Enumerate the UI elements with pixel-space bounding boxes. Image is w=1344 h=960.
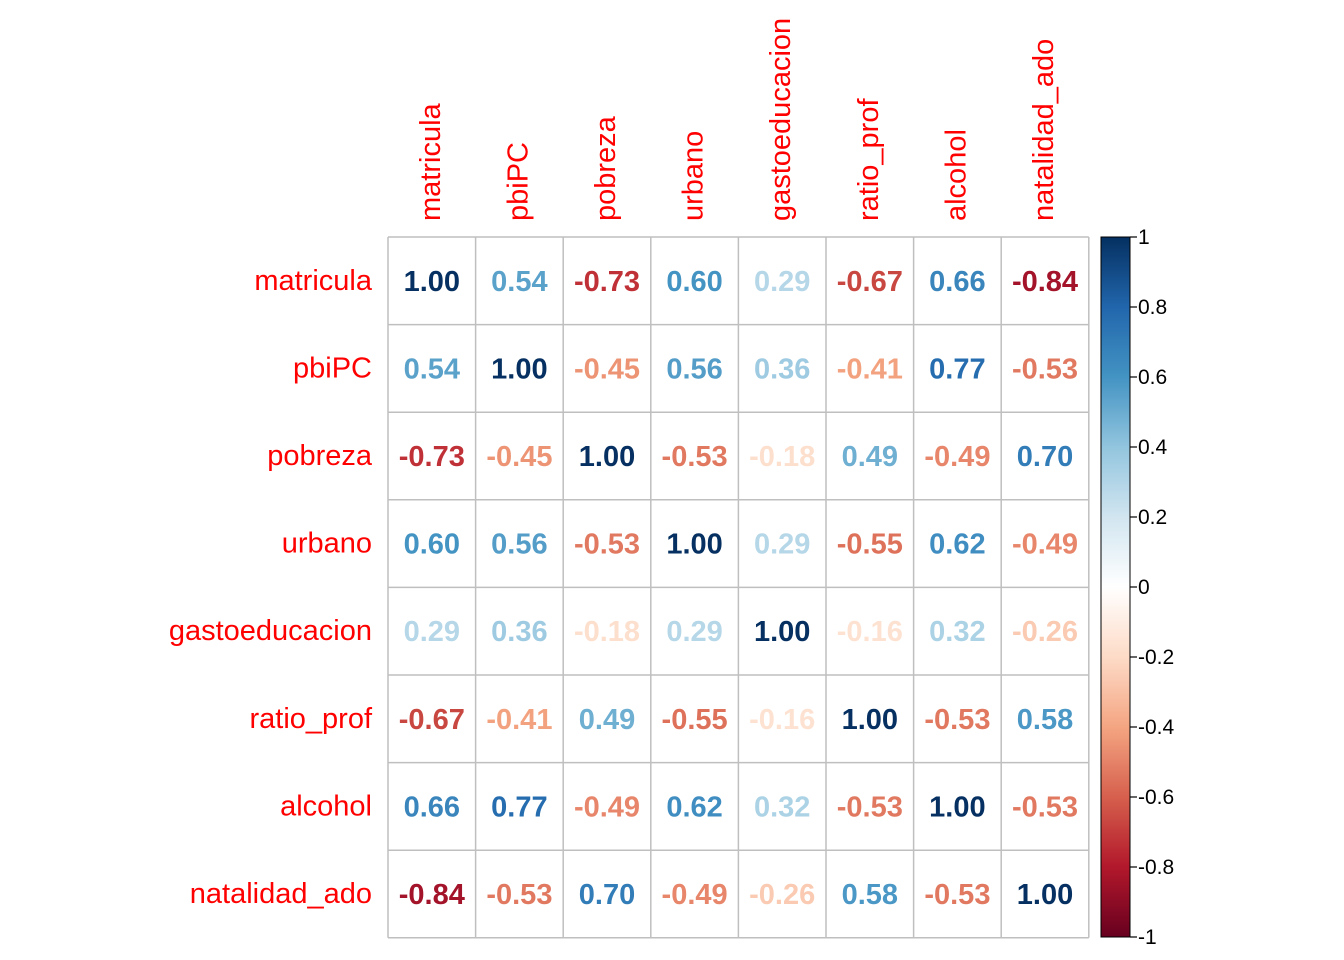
- cell-value: -0.53: [486, 879, 552, 911]
- colorbar-tick-label: -0.2: [1138, 646, 1174, 669]
- grid: [387, 236, 1090, 939]
- cell-value: 0.29: [754, 529, 810, 561]
- cell-value: 0.49: [842, 441, 898, 473]
- cell-value: 0.36: [491, 616, 547, 648]
- cell-value: -0.67: [837, 266, 903, 298]
- cell-value: 0.60: [666, 266, 722, 298]
- column-label: gastoeducacion: [765, 18, 797, 221]
- column-label: pobreza: [590, 115, 622, 221]
- cell-value: 0.58: [842, 879, 898, 911]
- colorbar-tick-label: -0.8: [1138, 856, 1174, 879]
- cell-value: 0.56: [491, 529, 547, 561]
- colorbar-gradient: [1100, 236, 1131, 938]
- cell-value: -0.49: [662, 879, 728, 911]
- colorbar-tick-label: 0: [1138, 576, 1150, 599]
- cell-value: -0.53: [574, 529, 640, 561]
- colorbar-tick-label: 0.4: [1138, 436, 1168, 459]
- row-label: urbano: [282, 528, 372, 560]
- cell-value: -0.53: [1012, 791, 1078, 823]
- row-label: alcohol: [280, 790, 372, 822]
- cell-value: -0.18: [749, 441, 815, 473]
- cell-value: 0.70: [1017, 441, 1073, 473]
- cell-value: -0.55: [662, 704, 728, 736]
- row-label: matricula: [254, 265, 373, 297]
- cell-value: 1.00: [666, 529, 722, 561]
- column-label: natalidad_ado: [1028, 39, 1060, 221]
- cell-value: -0.41: [486, 704, 552, 736]
- cell-value: 0.77: [491, 791, 547, 823]
- cell-value: 0.54: [404, 353, 460, 385]
- cell-value: 0.32: [754, 791, 810, 823]
- colorbar-tick-label: 0.8: [1138, 296, 1167, 319]
- cell-value: 0.54: [491, 266, 547, 298]
- cell-value: 0.49: [579, 704, 635, 736]
- cell-value: -0.73: [399, 441, 465, 473]
- cell-value: -0.84: [1012, 266, 1078, 298]
- cell-value: -0.55: [837, 529, 903, 561]
- cell-value: -0.67: [399, 704, 465, 736]
- cell-value: -0.49: [574, 791, 640, 823]
- cell-value: 0.32: [929, 616, 985, 648]
- cell-value: -0.18: [574, 616, 640, 648]
- cell-value: 0.29: [404, 616, 460, 648]
- cell-value: -0.53: [662, 441, 728, 473]
- column-label: urbano: [678, 131, 710, 221]
- row-labels: matricula pbiPC pobreza urbano gastoeducacio…: [169, 265, 373, 910]
- cell-value: 0.66: [404, 791, 460, 823]
- cell-value: 0.56: [666, 353, 722, 385]
- cell-value: 1.00: [754, 616, 810, 648]
- cell-value: -0.53: [1012, 353, 1078, 385]
- cell-value: 0.62: [929, 529, 985, 561]
- cell-value: 1.00: [404, 266, 460, 298]
- cell-value: -0.41: [837, 353, 903, 385]
- cell-value: -0.49: [924, 441, 990, 473]
- cell-value: 0.58: [1017, 704, 1073, 736]
- column-label: alcohol: [940, 129, 972, 221]
- cell-value: 1.00: [1017, 879, 1073, 911]
- cell-value: -0.53: [924, 879, 990, 911]
- cell-value: -0.84: [399, 879, 465, 911]
- cell-value: -0.53: [837, 791, 903, 823]
- cell-value: 1.00: [579, 441, 635, 473]
- colorbar-tick-label: -1: [1138, 926, 1157, 949]
- cell-values: 1.00 0.54 -0.73 0.60 0.29 -0.67 0.66 -0.84 0.54 1…: [399, 266, 1078, 911]
- cell-value: -0.49: [1012, 529, 1078, 561]
- cell-value: -0.45: [574, 353, 640, 385]
- cell-value: -0.16: [837, 616, 903, 648]
- cell-value: -0.53: [924, 704, 990, 736]
- cell-value: 0.29: [666, 616, 722, 648]
- column-label: ratio_prof: [853, 98, 885, 221]
- column-label: matricula: [415, 102, 447, 221]
- row-label: pbiPC: [293, 352, 372, 384]
- row-label: ratio_prof: [249, 703, 372, 735]
- cell-value: -0.16: [749, 704, 815, 736]
- colorbar-tick-label: -0.6: [1138, 786, 1174, 809]
- cell-value: -0.26: [749, 879, 815, 911]
- cell-value: -0.73: [574, 266, 640, 298]
- cell-value: 1.00: [929, 791, 985, 823]
- cell-value: 0.77: [929, 353, 985, 385]
- column-label: pbiPC: [502, 142, 534, 221]
- row-label: pobreza: [267, 440, 373, 472]
- cell-value: 0.62: [666, 791, 722, 823]
- cell-value: 0.66: [929, 266, 985, 298]
- colorbar: 1 0.8 0.6 0.4 0.2 0 -0.2 -0.4 -0.6 -0.8 -1: [1100, 226, 1175, 949]
- cell-value: 0.29: [754, 266, 810, 298]
- colorbar-tick-label: 0.2: [1138, 506, 1167, 529]
- column-labels: matricula pbiPC pobreza urbano gastoeducacio…: [415, 18, 1060, 221]
- cell-value: -0.26: [1012, 616, 1078, 648]
- colorbar-tick-label: 1: [1138, 226, 1150, 249]
- cell-value: 1.00: [491, 353, 547, 385]
- row-label: gastoeducacion: [169, 615, 372, 647]
- cell-value: 0.70: [579, 879, 635, 911]
- row-label: natalidad_ado: [190, 878, 372, 910]
- cell-value: 0.36: [754, 353, 810, 385]
- cell-value: 1.00: [842, 704, 898, 736]
- colorbar-tick-label: 0.6: [1138, 366, 1167, 389]
- cell-value: -0.45: [486, 441, 552, 473]
- cell-value: 0.60: [404, 529, 460, 561]
- colorbar-tick-label: -0.4: [1138, 716, 1175, 739]
